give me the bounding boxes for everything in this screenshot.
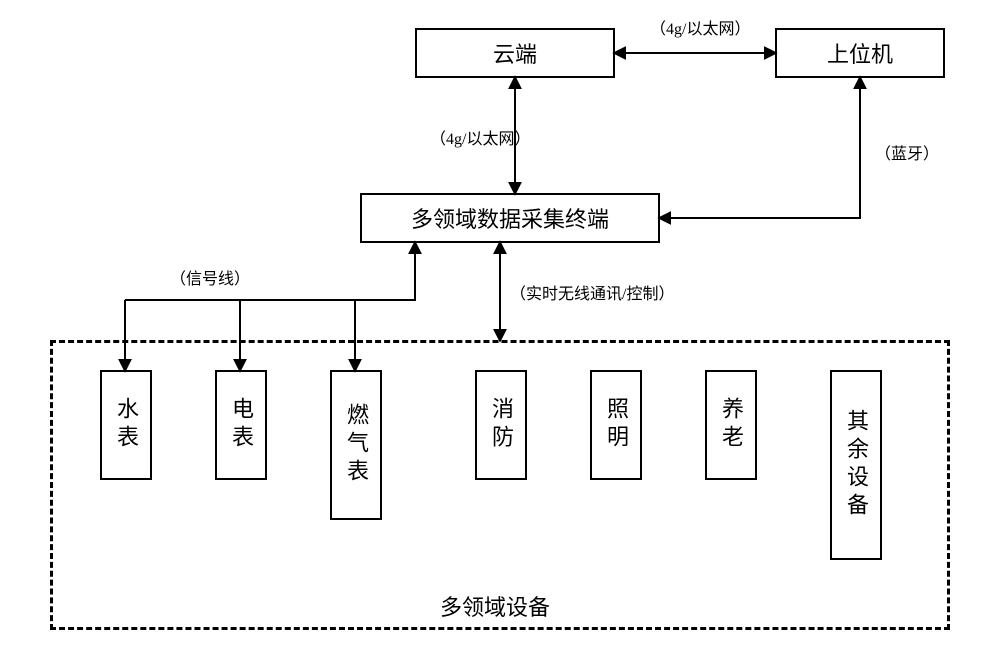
diagram-canvas: 多领域设备 云端 上位机 多领域数据采集终端 水表 电表 燃气表 消防 照明 养… [0,0,1000,660]
edge-label-signal-line: （信号线） [170,265,250,289]
node-care-label: 养老 [715,387,747,463]
node-care: 养老 [705,370,757,480]
node-terminal: 多领域数据采集终端 [360,193,660,243]
edge-host-terminal [660,78,860,218]
node-cloud: 云端 [415,28,615,78]
node-fire: 消防 [475,370,527,480]
node-fire-label: 消防 [485,387,517,463]
node-water-label: 水表 [110,387,142,463]
region-label: 多领域设备 [440,590,550,622]
node-other-label: 其余设备 [840,399,872,531]
node-host: 上位机 [775,28,945,78]
edge-label-wireless: （实时无线通讯/控制） [510,280,674,304]
node-gas: 燃气表 [330,370,382,520]
edge-label-host-terminal: （蓝牙） [875,140,939,164]
node-light: 照明 [590,370,642,480]
edge-signal-main [125,243,415,300]
node-other: 其余设备 [830,370,882,560]
node-terminal-label: 多领域数据采集终端 [411,202,609,234]
node-elec: 电表 [215,370,267,480]
node-host-label: 上位机 [827,37,893,69]
node-elec-label: 电表 [225,387,257,463]
node-water: 水表 [100,370,152,480]
node-light-label: 照明 [600,387,632,463]
node-cloud-label: 云端 [493,37,537,69]
node-gas-label: 燃气表 [340,393,372,497]
edge-label-cloud-terminal: （4g/以太网） [430,125,530,149]
edge-label-cloud-host: （4g/以太网） [650,15,750,39]
